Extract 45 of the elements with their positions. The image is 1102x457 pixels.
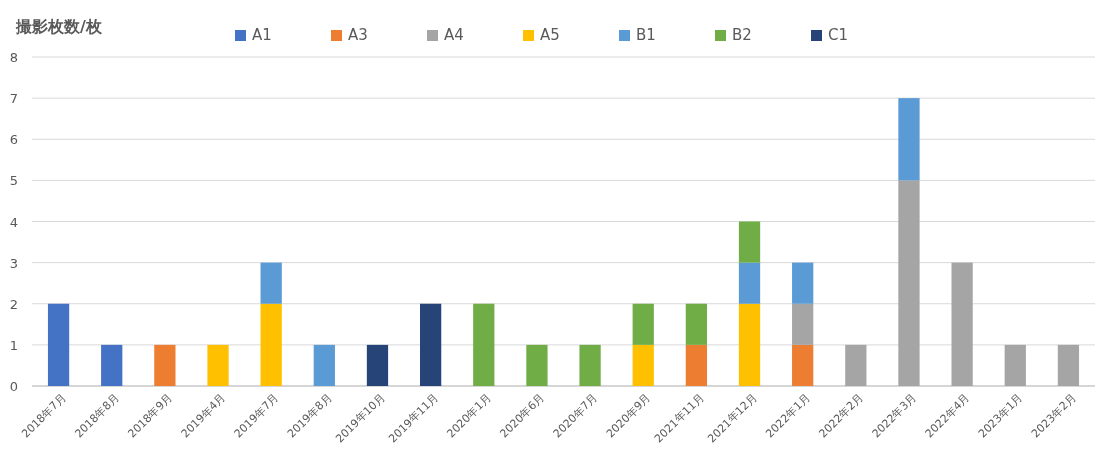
- y-tick-label: 4: [9, 214, 19, 230]
- bar: [685, 344, 708, 386]
- legend-label: A4: [444, 26, 464, 44]
- legend-label: A1: [252, 26, 272, 44]
- y-axis-title: 撮影枚数/枚: [15, 17, 103, 36]
- bar: [738, 221, 761, 263]
- legend-label: B1: [636, 26, 656, 44]
- legend-label: C1: [828, 26, 849, 44]
- bar: [738, 303, 761, 386]
- bar: [898, 180, 920, 386]
- bar: [1004, 344, 1026, 386]
- bar: [792, 262, 814, 304]
- bar: [420, 303, 442, 386]
- bar: [1057, 344, 1080, 386]
- bar: [207, 344, 229, 386]
- bar: [632, 303, 654, 345]
- y-tick-label: 3: [9, 255, 19, 271]
- legend-label: A5: [540, 26, 560, 44]
- y-tick-label: 5: [9, 173, 19, 189]
- bar: [526, 344, 548, 386]
- bar: [845, 344, 867, 386]
- bar: [951, 262, 973, 386]
- bar: [47, 303, 70, 386]
- bar: [685, 303, 708, 345]
- bar: [260, 303, 282, 386]
- y-tick-label: 6: [9, 132, 19, 148]
- y-tick-label: 2: [9, 296, 19, 312]
- bar: [792, 344, 814, 386]
- bar: [579, 344, 601, 386]
- bar: [260, 262, 282, 304]
- y-tick-label: 7: [9, 91, 19, 107]
- y-tick-label: 0: [9, 379, 19, 394]
- bar: [898, 98, 920, 181]
- bar: [792, 303, 814, 345]
- y-tick-label: 8: [9, 50, 19, 65]
- bar: [154, 344, 176, 386]
- bar: [473, 303, 495, 386]
- y-tick-label: 1: [9, 337, 19, 353]
- bar: [313, 344, 335, 386]
- bar: [366, 344, 389, 386]
- legend-label: B2: [732, 26, 752, 44]
- legend-label: A3: [348, 26, 368, 44]
- bar: [101, 344, 123, 386]
- bar: [632, 344, 654, 386]
- bar: [738, 262, 761, 304]
